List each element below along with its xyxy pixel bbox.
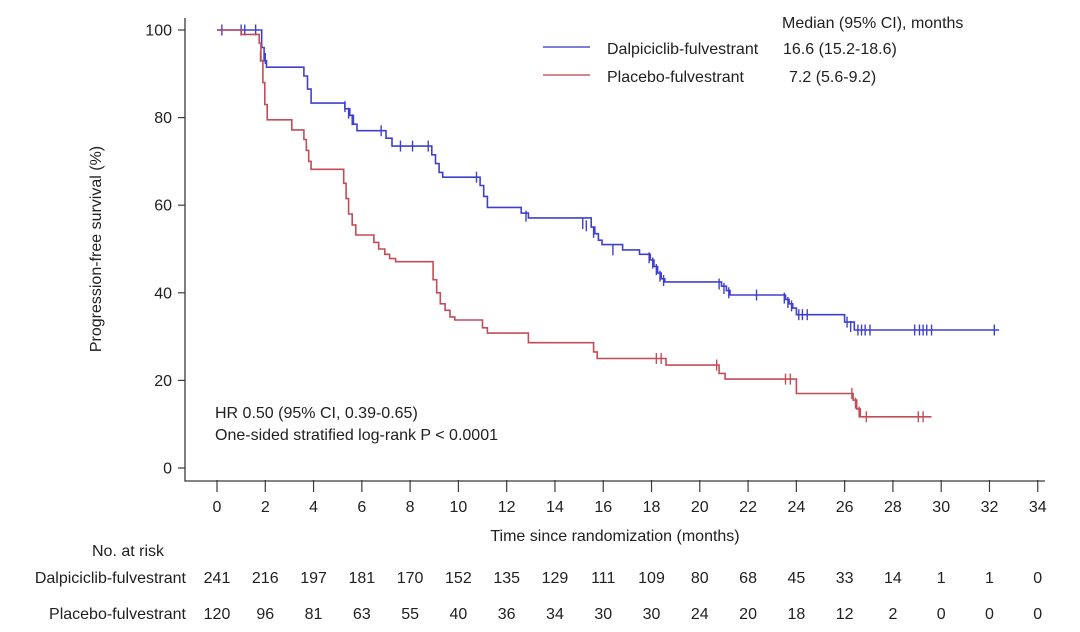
risk-count: 0 bbox=[1033, 606, 1043, 623]
risk-count: 34 bbox=[546, 606, 564, 623]
legend-line-placebo bbox=[543, 74, 590, 76]
risk-count: 216 bbox=[251, 570, 279, 587]
risk-count: 109 bbox=[638, 570, 665, 587]
x-tick-label: 28 bbox=[884, 499, 902, 516]
x-tick-label: 8 bbox=[406, 499, 415, 516]
risk-count: 0 bbox=[936, 606, 946, 623]
risk-count: 24 bbox=[690, 606, 709, 623]
x-tick-label: 0 bbox=[213, 499, 222, 516]
risk-row-label-placebo: Placebo-fulvestrant bbox=[49, 606, 186, 623]
legend-median-dalpiciclib: 16.6 (15.2-18.6) bbox=[783, 41, 897, 58]
x-tick-label: 22 bbox=[739, 499, 757, 516]
risk-count: 170 bbox=[396, 570, 424, 587]
x-tick-label: 24 bbox=[787, 499, 805, 516]
x-tick-label: 34 bbox=[1029, 499, 1047, 516]
risk-count: 81 bbox=[304, 606, 323, 623]
y-tick-label: 60 bbox=[154, 198, 172, 215]
risk-count: 0 bbox=[985, 606, 994, 623]
x-tick-label: 14 bbox=[546, 499, 564, 516]
legend-line-dalpiciclib bbox=[543, 46, 590, 48]
legend-label-dalpiciclib: Dalpiciclib-fulvestrant bbox=[607, 41, 759, 58]
y-tick-label: 80 bbox=[154, 110, 172, 127]
risk-count: 14 bbox=[884, 570, 902, 587]
risk-count: 1 bbox=[936, 570, 946, 587]
risk-count: 2 bbox=[888, 606, 898, 623]
x-tick-label: 2 bbox=[261, 499, 270, 516]
x-tick-label: 4 bbox=[309, 499, 318, 516]
risk-count: 1 bbox=[985, 570, 994, 587]
risk-count: 181 bbox=[348, 570, 376, 587]
legend-median-placebo: 7.2 (5.6-9.2) bbox=[789, 69, 877, 86]
risk-count: 111 bbox=[591, 570, 616, 587]
legend-median-header: Median (95% CI), months bbox=[782, 15, 964, 32]
y-tick-label: 20 bbox=[154, 373, 172, 390]
y-tick-label: 100 bbox=[145, 23, 172, 40]
risk-count: 0 bbox=[1033, 570, 1043, 587]
risk-row-label-dalpiciclib: Dalpiciclib-fulvestrant bbox=[34, 570, 186, 587]
risk-count: 96 bbox=[256, 606, 275, 623]
x-tick-label: 6 bbox=[357, 499, 366, 516]
risk-count: 120 bbox=[203, 606, 231, 623]
risk-count: 152 bbox=[445, 570, 472, 587]
risk-table-title: No. at risk bbox=[92, 543, 165, 560]
x-tick-label: 12 bbox=[498, 499, 516, 516]
y-tick-label: 0 bbox=[163, 461, 172, 478]
risk-count: 241 bbox=[203, 570, 231, 587]
y-tick-label: 40 bbox=[154, 285, 172, 302]
x-tick-label: 10 bbox=[450, 499, 468, 516]
x-tick-label: 30 bbox=[932, 499, 950, 516]
censor-ticks-dalpiciclib-fulvestrant bbox=[221, 24, 996, 336]
risk-count: 45 bbox=[787, 570, 806, 587]
x-tick-label: 32 bbox=[981, 499, 999, 516]
risk-count: 36 bbox=[497, 606, 516, 623]
risk-count: 129 bbox=[541, 570, 569, 587]
risk-count: 55 bbox=[401, 606, 419, 623]
risk-count: 80 bbox=[690, 570, 709, 587]
risk-count: 18 bbox=[787, 606, 806, 623]
x-tick-label: 20 bbox=[691, 499, 709, 516]
risk-count: 30 bbox=[594, 606, 613, 623]
risk-count: 135 bbox=[493, 570, 521, 587]
risk-count: 63 bbox=[352, 606, 371, 623]
censor-ticks-placebo-fulvestrant bbox=[259, 50, 924, 423]
x-axis-title: Time since randomization (months) bbox=[490, 528, 740, 545]
risk-count: 20 bbox=[739, 606, 757, 623]
km-curve-placebo-fulvestrant bbox=[217, 29, 932, 418]
axes bbox=[184, 18, 1045, 482]
x-tick-label: 18 bbox=[643, 499, 661, 516]
risk-count: 68 bbox=[739, 570, 757, 587]
risk-count: 33 bbox=[835, 570, 854, 587]
x-tick-label: 16 bbox=[594, 499, 612, 516]
legend-label-placebo: Placebo-fulvestrant bbox=[607, 69, 744, 86]
x-tick-label: 26 bbox=[836, 499, 854, 516]
risk-count: 40 bbox=[449, 606, 468, 623]
hazard-ratio-annotation: HR 0.50 (95% CI, 0.39-0.65) bbox=[215, 405, 418, 422]
y-axis-title: Progression-free survival (%) bbox=[88, 145, 105, 353]
logrank-p-annotation: One-sided stratified log-rank P < 0.0001 bbox=[215, 427, 498, 444]
risk-count: 30 bbox=[642, 606, 661, 623]
risk-count: 197 bbox=[300, 570, 327, 587]
risk-count: 12 bbox=[835, 606, 854, 623]
